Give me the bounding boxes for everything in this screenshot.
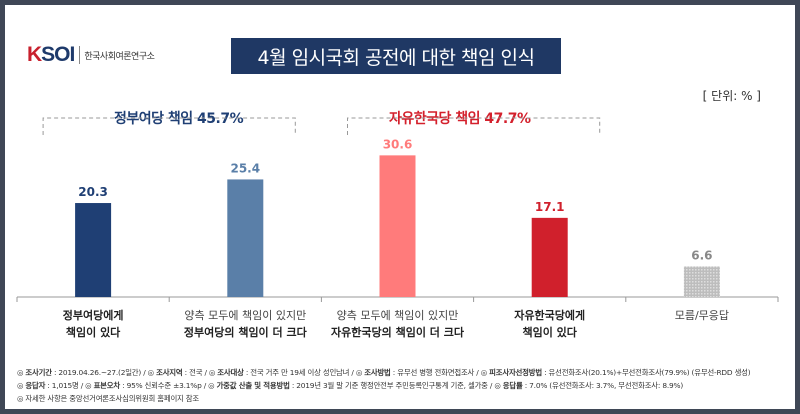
- ksoi-logo: KSOI 한국사회여론연구소: [27, 43, 155, 67]
- data-label: 25.4: [230, 161, 260, 175]
- category-label: 양측 모두에 책임이 있지만: [184, 309, 306, 322]
- logo-org-name: 한국사회여론연구소: [84, 51, 155, 62]
- footer-line-1-item: / ◎ 피조사자선정방법 : 유선전화조사(20.1%)+무선전화조사(79.9…: [474, 368, 751, 377]
- group-label-government: 정부여당 책임 45.7%: [108, 108, 250, 128]
- logo-divider: [79, 46, 81, 64]
- data-label: 30.6: [383, 137, 413, 151]
- footer-line-1-item: ◎ 조사기간 : 2019.04.26.~27.(2일간): [17, 368, 142, 377]
- category-label: 모름/무응답: [675, 309, 729, 322]
- footer-line-1-item: / ◎ 조사대상 : 전국 거주 만 19세 이상 성인남녀: [202, 368, 350, 377]
- footer-line-1-item: / ◎ 조사방법 : 유무선 병행 전화면접조사: [349, 368, 475, 377]
- bar: [379, 155, 416, 297]
- logo-mark: KSOI: [27, 43, 75, 66]
- chart-title: 4월 임시국회 공전에 대한 책임 인식: [231, 38, 561, 74]
- unit-label: [ 단위: % ]: [702, 89, 761, 103]
- category-label: 정부여당의 책임이 더 크다: [184, 325, 308, 339]
- bar: [75, 203, 112, 297]
- category-label: 양측 모두에 책임이 있지만: [337, 309, 459, 322]
- bar: [683, 266, 720, 297]
- group-bracket-liberty-korea: [347, 117, 601, 135]
- category-label: 자유한국당에게: [514, 308, 585, 322]
- data-label: 20.3: [78, 185, 108, 199]
- category-label: 자유한국당의 책임이 더 크다: [331, 325, 465, 339]
- footer-line-2-item: / ◎ 가중값 산출 및 적용방법 : 2019년 3월 말 기준 행정안전부 …: [201, 381, 488, 390]
- category-label: 정부여당에게: [63, 308, 124, 322]
- footer-line-2-item: / ◎ 응답률 : 7.0% (유선전화조사: 3.7%, 무선전화조사: 8.…: [487, 381, 683, 390]
- survey-footer: ◎ 조사기간 : 2019.04.26.~27.(2일간) / ◎ 조사지역 :…: [17, 366, 785, 405]
- category-label: 책임이 있다: [66, 325, 121, 339]
- footer-line-2-item: / ◎ 표본오차 : 95% 신뢰수준 ±3.1%p: [78, 381, 202, 390]
- footer-line-2-item: ◎ 응답자 : 1,015명: [17, 381, 79, 390]
- chart-frame: KSOI 한국사회여론연구소 4월 임시국회 공전에 대한 책임 인식 [ 단위…: [5, 5, 795, 409]
- footer-line-1: ◎ 조사기간 : 2019.04.26.~27.(2일간) / ◎ 조사지역 :…: [17, 366, 785, 379]
- bar: [227, 179, 264, 297]
- footer-line-1-item: / ◎ 조사지역 : 전국: [141, 368, 203, 377]
- category-label: 책임이 있다: [522, 325, 577, 339]
- footer-line-3: ◎ 자세한 사항은 중앙선거여론조사심의위원회 홈페이지 참조: [17, 394, 199, 403]
- footer-line-2: ◎ 응답자 : 1,015명 / ◎ 표본오차 : 95% 신뢰수준 ±3.1%…: [17, 379, 785, 392]
- group-bracket-government: [42, 117, 296, 135]
- data-label: 17.1: [535, 200, 565, 214]
- bar: [531, 217, 568, 297]
- data-label: 6.6: [691, 248, 712, 262]
